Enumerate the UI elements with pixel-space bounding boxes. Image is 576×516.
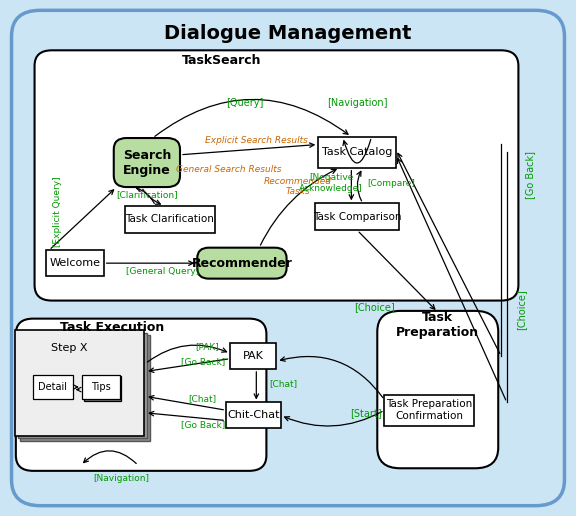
Text: Recommender: Recommender [191, 256, 293, 270]
FancyBboxPatch shape [17, 332, 147, 438]
FancyBboxPatch shape [33, 375, 73, 399]
FancyBboxPatch shape [82, 375, 120, 399]
Text: [Chat]: [Chat] [270, 379, 298, 389]
FancyBboxPatch shape [226, 402, 281, 428]
FancyBboxPatch shape [15, 330, 144, 436]
FancyBboxPatch shape [125, 206, 214, 233]
Text: Chit-Chat: Chit-Chat [227, 410, 280, 421]
Text: Task Preparation
Confirmation: Task Preparation Confirmation [386, 399, 472, 421]
Text: Explicit Search Results: Explicit Search Results [205, 136, 308, 145]
Text: Task Catalog: Task Catalog [322, 147, 392, 157]
Text: Task
Preparation: Task Preparation [396, 311, 479, 339]
Text: Task Execution: Task Execution [60, 321, 164, 334]
Text: [Compare]: [Compare] [367, 179, 416, 188]
Text: Welcome: Welcome [50, 258, 100, 268]
Text: [PAK]: [PAK] [195, 342, 219, 351]
Text: General Search Results: General Search Results [176, 165, 282, 174]
Text: [Explicit Query]: [Explicit Query] [53, 176, 62, 247]
Text: Detail: Detail [39, 382, 67, 392]
Text: [Navigation]: [Navigation] [327, 98, 388, 108]
FancyBboxPatch shape [20, 335, 150, 441]
Text: Tips: Tips [91, 382, 111, 392]
FancyBboxPatch shape [35, 50, 518, 300]
Text: [Choice]: [Choice] [354, 302, 395, 312]
FancyBboxPatch shape [377, 311, 498, 469]
Text: Search
Engine: Search Engine [123, 149, 171, 176]
FancyBboxPatch shape [230, 343, 276, 369]
FancyBboxPatch shape [114, 138, 180, 187]
FancyBboxPatch shape [385, 395, 473, 426]
Text: [Negative
Acknowledge]: [Negative Acknowledge] [300, 173, 363, 193]
FancyBboxPatch shape [197, 248, 286, 279]
Text: [General Query]: [General Query] [126, 267, 200, 277]
Text: Recommended
Tasks: Recommended Tasks [264, 177, 332, 197]
Text: [Chat]: [Chat] [189, 394, 217, 403]
FancyBboxPatch shape [12, 10, 564, 506]
FancyBboxPatch shape [16, 319, 266, 471]
Text: [Query]: [Query] [226, 98, 263, 108]
Text: [Choice]: [Choice] [516, 289, 526, 330]
Text: [Navigation]: [Navigation] [93, 474, 149, 483]
Text: Task Comparison: Task Comparison [313, 212, 401, 222]
FancyBboxPatch shape [46, 250, 104, 276]
Text: Task Clarification: Task Clarification [126, 214, 214, 224]
Text: Step X: Step X [51, 343, 88, 353]
Text: [Start]: [Start] [350, 408, 381, 418]
Text: [Go Back]: [Go Back] [181, 357, 225, 366]
Text: [Go Back]: [Go Back] [181, 420, 225, 429]
FancyBboxPatch shape [318, 137, 396, 168]
Text: [Go Back]: [Go Back] [525, 151, 535, 200]
Text: PAK: PAK [243, 351, 264, 361]
Text: TaskSearch: TaskSearch [182, 54, 262, 67]
FancyBboxPatch shape [316, 203, 399, 230]
Text: [Clarification]: [Clarification] [116, 190, 177, 200]
FancyBboxPatch shape [84, 376, 121, 401]
Text: Dialogue Management: Dialogue Management [164, 24, 412, 43]
